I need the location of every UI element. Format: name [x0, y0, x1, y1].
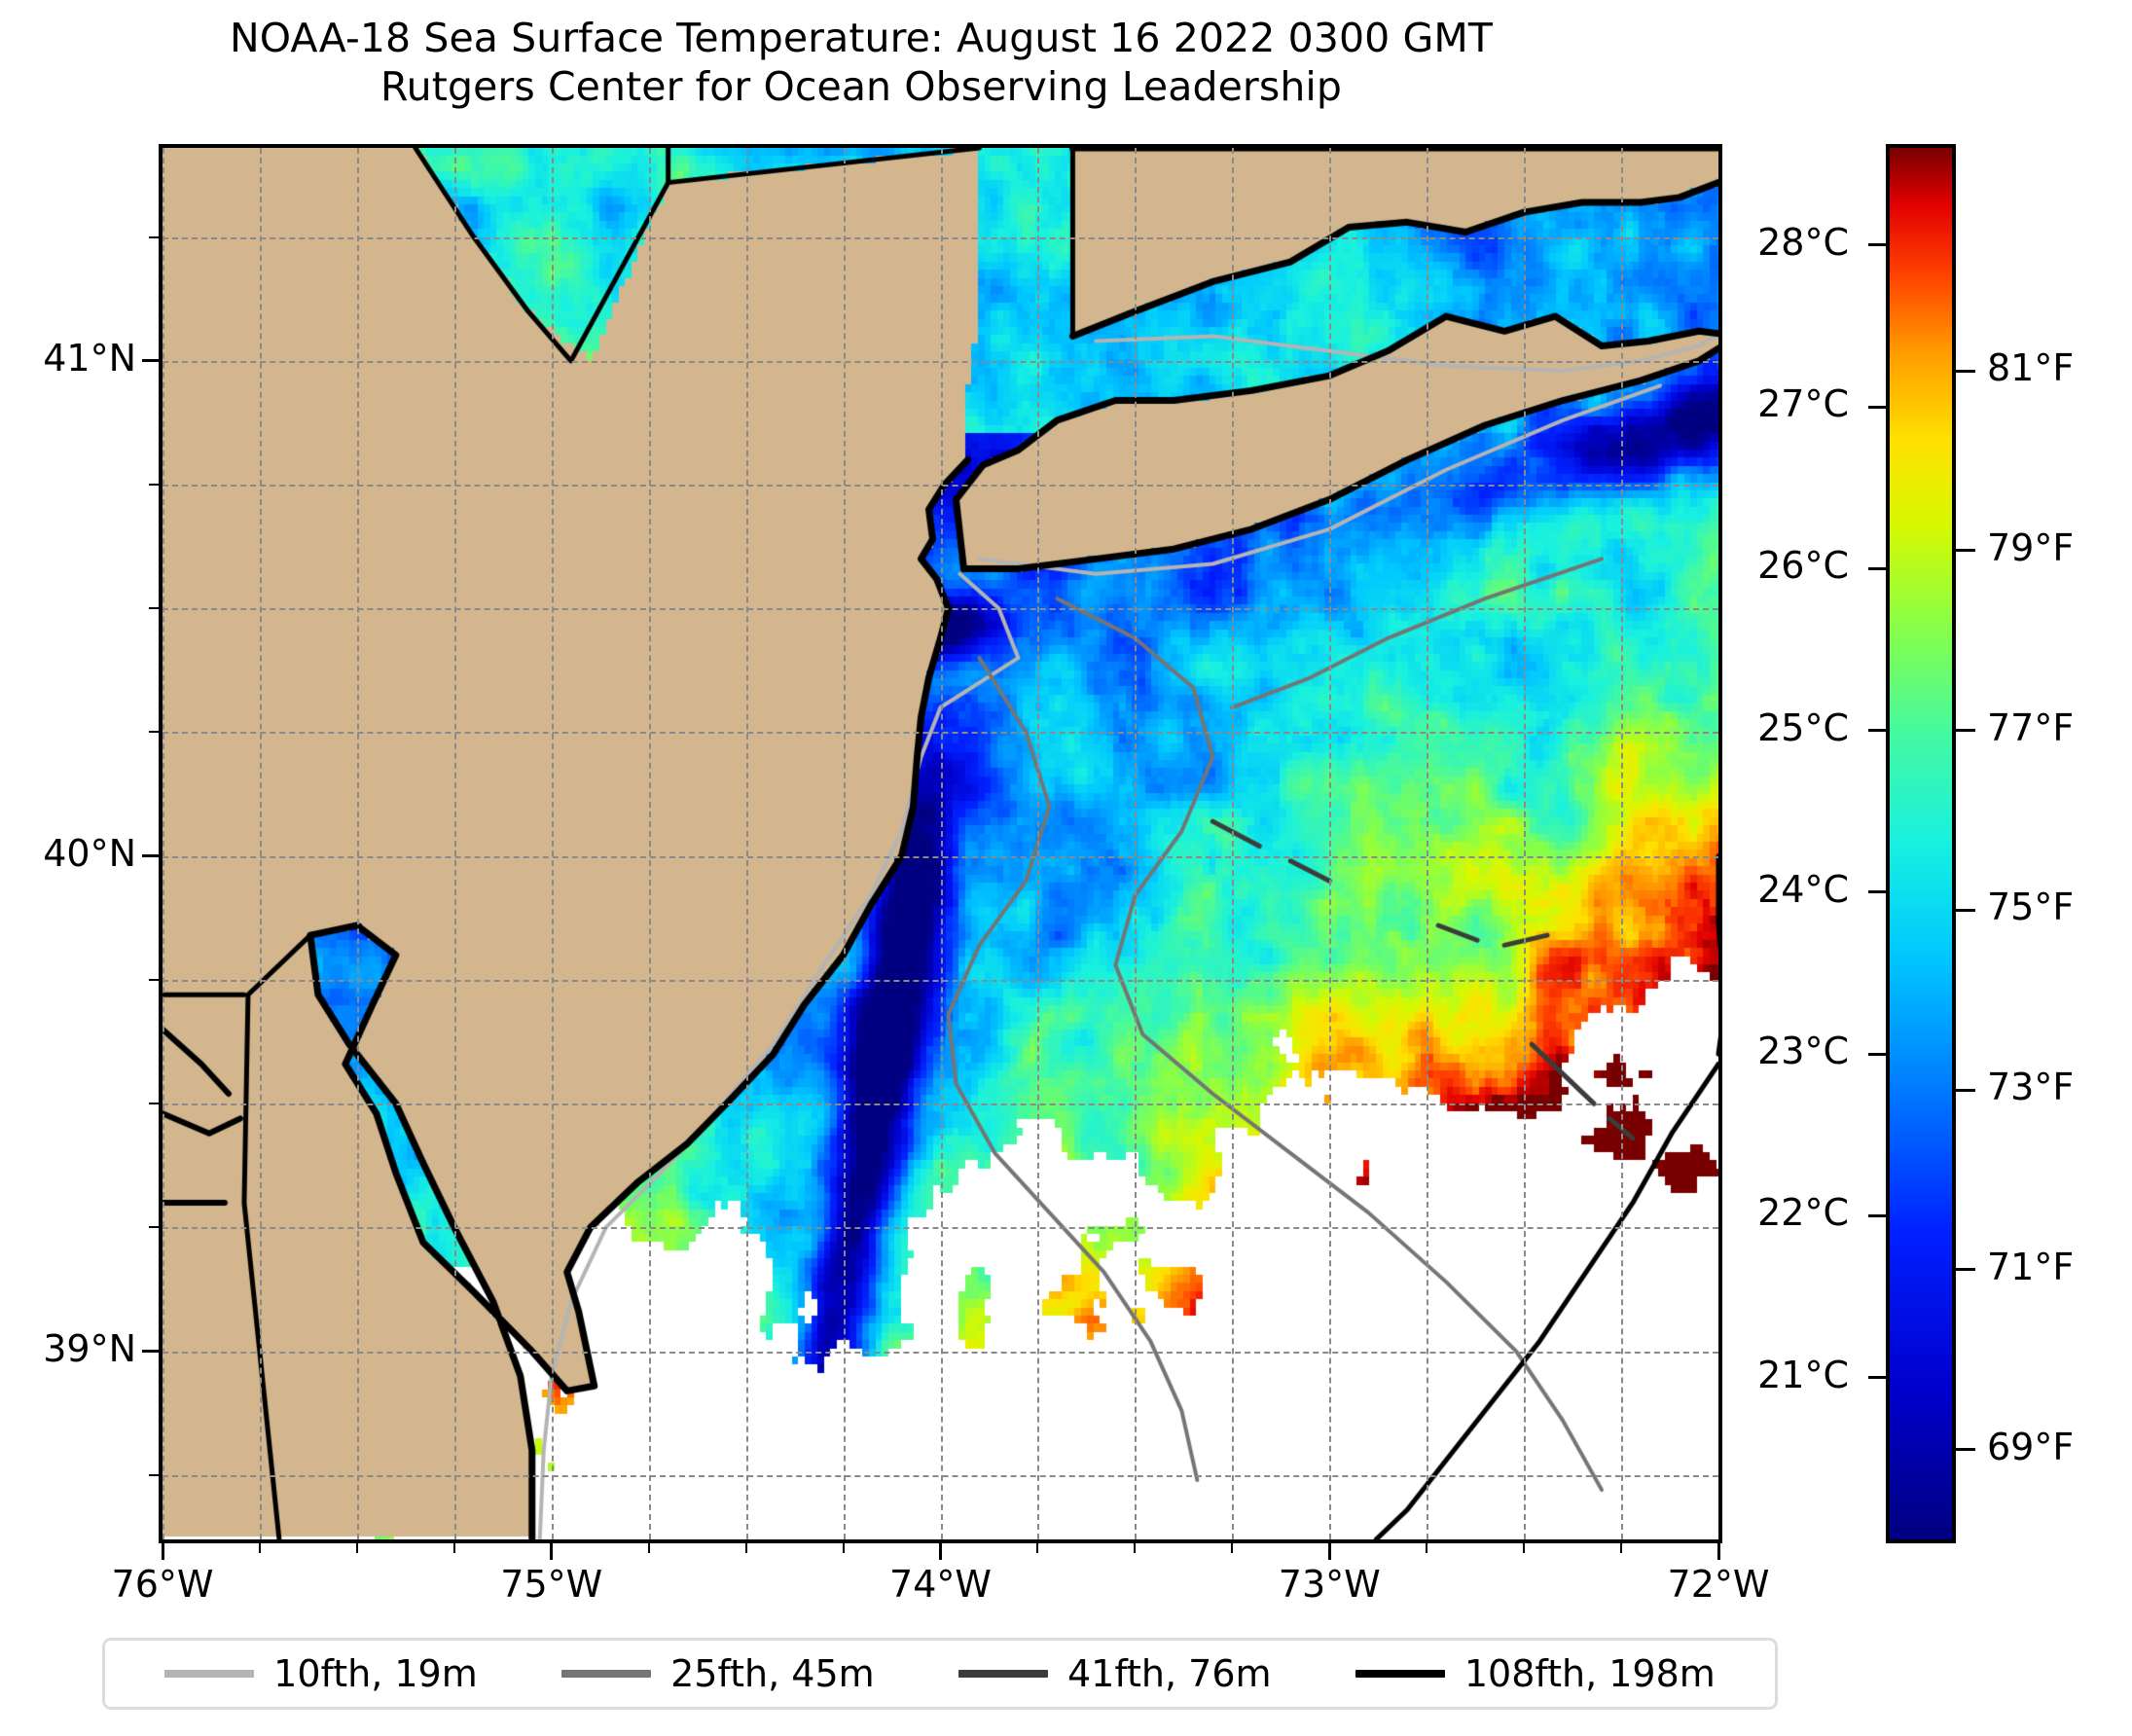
x-tick [647, 1543, 650, 1553]
legend-line-swatch [164, 1670, 255, 1678]
x-tick [1134, 1543, 1137, 1553]
y-tick [142, 1350, 159, 1354]
x-axis-label: 76°W [111, 1563, 214, 1606]
colorbar-gradient [1890, 148, 1952, 1539]
y-axis-label: 40°N [43, 831, 136, 875]
colorbar-label-fahrenheit: 75°F [1987, 886, 2075, 929]
x-axis-label: 75°W [500, 1563, 603, 1606]
title-line-2: Rutgers Center for Ocean Observing Leade… [379, 63, 1343, 111]
colorbar-label-fahrenheit: 81°F [1987, 346, 2075, 390]
x-tick [1036, 1543, 1039, 1553]
x-tick [355, 1543, 358, 1553]
colorbar-tick-celsius [1868, 1052, 1888, 1056]
y-axis-label: 39°N [43, 1326, 136, 1370]
colorbar-tick-celsius [1868, 729, 1888, 733]
colorbar-tick-celsius [1868, 243, 1888, 247]
x-tick [258, 1543, 261, 1553]
colorbar-label-celsius: 25°C [1757, 705, 1849, 749]
colorbar-label-celsius: 27°C [1757, 382, 1849, 426]
y-tick [142, 854, 159, 858]
legend-item-label: 10fth, 19m [273, 1652, 478, 1695]
y-tick [149, 1226, 159, 1229]
page-title: NOAA-18 Sea Surface Temperature: August … [0, 14, 1722, 111]
colorbar-tick-fahrenheit [1956, 369, 1975, 373]
x-tick [842, 1543, 845, 1553]
colorbar-label-fahrenheit: 73°F [1987, 1066, 2075, 1109]
x-tick [1523, 1543, 1526, 1553]
x-tick [939, 1543, 942, 1560]
y-tick [149, 731, 159, 734]
y-tick [149, 607, 159, 610]
x-tick [1327, 1543, 1331, 1560]
x-tick [1426, 1543, 1428, 1553]
x-tick [161, 1543, 164, 1560]
legend-item: 41fth, 76m [958, 1652, 1272, 1695]
legend-item-label: 108fth, 198m [1463, 1652, 1716, 1695]
colorbar-label-celsius: 22°C [1757, 1191, 1849, 1235]
colorbar-label-celsius: 24°C [1757, 867, 1849, 911]
colorbar-tick-fahrenheit [1956, 1268, 1975, 1272]
colorbar-tick-fahrenheit [1956, 729, 1975, 733]
colorbar-tick-celsius [1868, 405, 1888, 409]
legend-item: 25fth, 45m [561, 1652, 875, 1695]
y-tick [149, 235, 159, 238]
colorbar-label-fahrenheit: 79°F [1987, 525, 2075, 569]
colorbar-tick-celsius [1868, 1213, 1888, 1217]
x-axis-label: 73°W [1278, 1563, 1381, 1606]
x-tick [744, 1543, 747, 1553]
colorbar-tick-celsius [1868, 890, 1888, 894]
y-tick [149, 978, 159, 981]
x-tick [1231, 1543, 1234, 1553]
legend-line-swatch [1355, 1670, 1445, 1678]
y-axis-label: 41°N [43, 336, 136, 380]
colorbar-label-celsius: 21°C [1757, 1353, 1849, 1396]
colorbar-label-fahrenheit: 77°F [1987, 705, 2075, 749]
x-tick [1620, 1543, 1623, 1553]
sst-heatmap-canvas[interactable] [163, 148, 1718, 1539]
legend-line-swatch [958, 1670, 1048, 1678]
x-axis-label: 72°W [1667, 1563, 1770, 1606]
colorbar-label-fahrenheit: 69°F [1987, 1425, 2075, 1468]
y-tick [149, 484, 159, 487]
colorbar-label-celsius: 23°C [1757, 1030, 1849, 1073]
colorbar-tick-celsius [1868, 566, 1888, 570]
y-tick [149, 1103, 159, 1105]
colorbar-tick-fahrenheit [1956, 1088, 1975, 1092]
colorbar-tick-fahrenheit [1956, 549, 1975, 553]
colorbar[interactable] [1886, 144, 1956, 1543]
title-line-1: NOAA-18 Sea Surface Temperature: August … [229, 15, 1493, 61]
y-tick [142, 359, 159, 363]
bathymetry-legend: 10fth, 19m 25fth, 45m 41fth, 76m 108fth, 19… [102, 1638, 1778, 1710]
y-tick [149, 1473, 159, 1476]
x-tick [452, 1543, 455, 1553]
legend-item-label: 41fth, 76m [1066, 1652, 1272, 1695]
legend-line-swatch [561, 1670, 652, 1678]
x-axis-label: 74°W [889, 1563, 992, 1606]
colorbar-tick-fahrenheit [1956, 908, 1975, 912]
x-tick [550, 1543, 554, 1560]
colorbar-label-celsius: 26°C [1757, 544, 1849, 588]
legend-item-label: 25fth, 45m [670, 1652, 875, 1695]
colorbar-label-fahrenheit: 71°F [1987, 1245, 2075, 1288]
colorbar-label-celsius: 28°C [1757, 220, 1849, 264]
x-tick [1716, 1543, 1720, 1560]
colorbar-tick-fahrenheit [1956, 1448, 1975, 1452]
map-plot-area[interactable] [159, 144, 1722, 1543]
legend-item: 108fth, 198m [1355, 1652, 1716, 1695]
gridline-vertical [1718, 148, 1720, 1539]
colorbar-tick-celsius [1868, 1376, 1888, 1380]
legend-item: 10fth, 19m [164, 1652, 478, 1695]
